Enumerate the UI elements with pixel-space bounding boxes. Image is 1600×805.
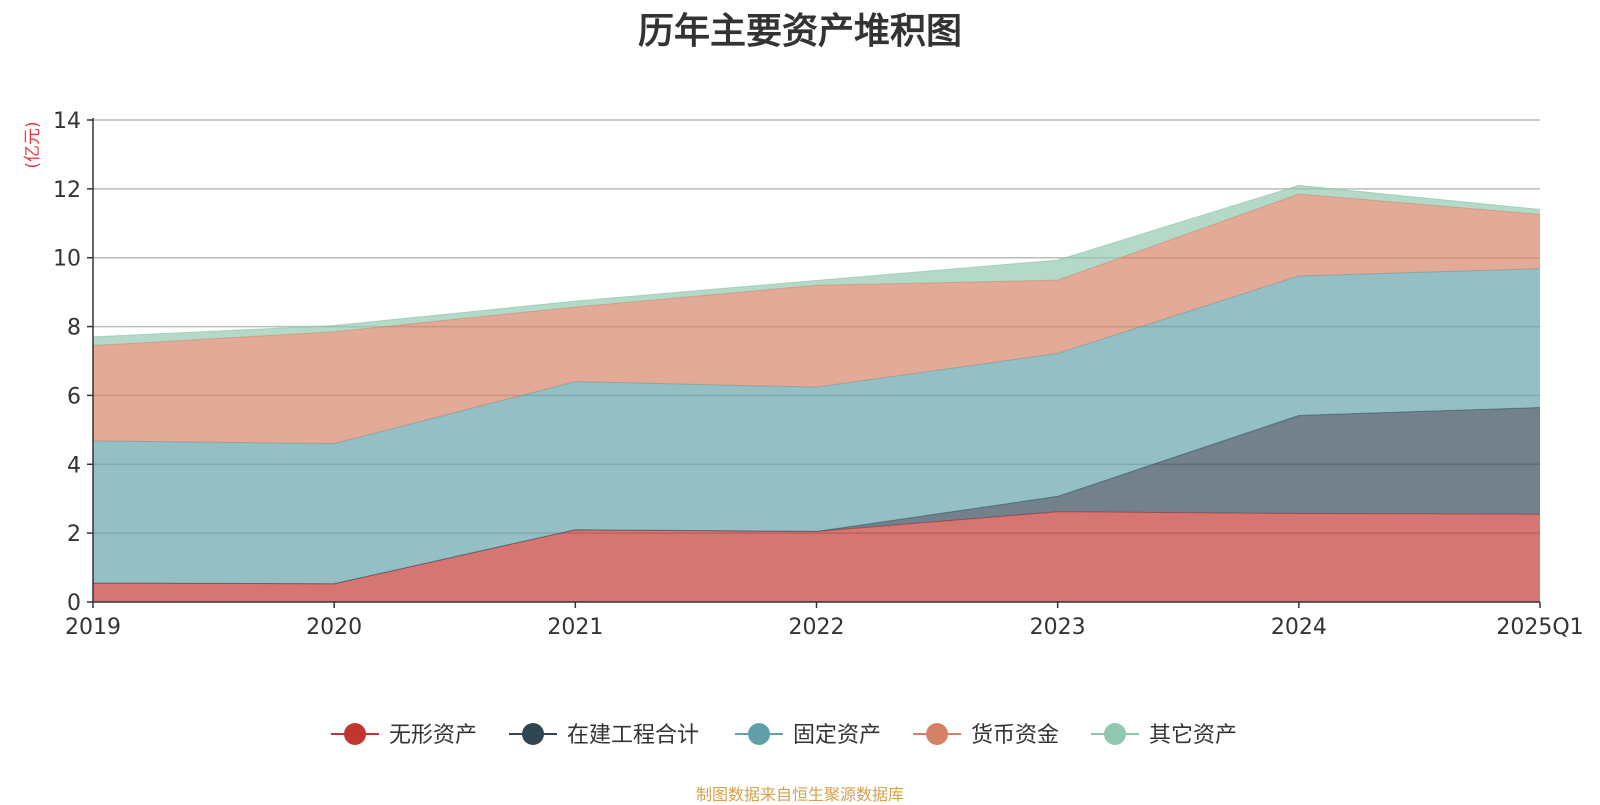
source-note: 制图数据来自恒生聚源数据库 bbox=[695, 785, 904, 804]
y-axis-unit-label: (亿元) bbox=[23, 121, 43, 168]
y-tick-label: 4 bbox=[67, 453, 81, 478]
y-tick-label: 8 bbox=[67, 316, 81, 341]
x-tick-label: 2025Q1 bbox=[1496, 615, 1583, 640]
legend-item-2[interactable]: 固定资产 bbox=[735, 723, 881, 748]
legend-item-3[interactable]: 货币资金 bbox=[913, 723, 1059, 748]
legend-label: 在建工程合计 bbox=[567, 723, 699, 748]
x-tick-label: 2020 bbox=[306, 615, 362, 640]
y-tick-label: 0 bbox=[67, 591, 81, 616]
y-tick-label: 2 bbox=[67, 522, 81, 547]
area-series bbox=[92, 184, 1541, 602]
x-tick-label: 2022 bbox=[789, 615, 845, 640]
y-tick-label: 12 bbox=[53, 178, 81, 203]
series-line-4 bbox=[92, 184, 1541, 338]
legend-marker bbox=[344, 723, 366, 745]
legend: 无形资产 在建工程合计 固定资产 货币资金 其它资产 bbox=[331, 723, 1237, 748]
area-series-0 bbox=[93, 511, 1540, 602]
area-series-2 bbox=[93, 268, 1540, 584]
legend-marker bbox=[748, 723, 770, 745]
area-series-4 bbox=[93, 185, 1540, 346]
area-series-3 bbox=[93, 194, 1540, 444]
chart-title: 历年主要资产堆积图 bbox=[637, 11, 962, 52]
y-tick-label: 10 bbox=[53, 247, 81, 272]
legend-item-0[interactable]: 无形资产 bbox=[331, 723, 477, 748]
y-tick-label: 14 bbox=[53, 109, 81, 134]
x-tick-label: 2024 bbox=[1271, 615, 1327, 640]
legend-label: 固定资产 bbox=[793, 723, 881, 748]
legend-label: 货币资金 bbox=[971, 723, 1059, 748]
y-tick-label: 6 bbox=[67, 384, 81, 409]
legend-marker bbox=[1104, 723, 1126, 745]
x-tick-label: 2021 bbox=[547, 615, 603, 640]
x-tick-label: 2019 bbox=[65, 615, 121, 640]
area-series-1 bbox=[93, 407, 1540, 584]
legend-label: 无形资产 bbox=[389, 723, 477, 748]
legend-marker bbox=[926, 723, 948, 745]
legend-label: 其它资产 bbox=[1149, 723, 1237, 748]
axes: 0 2 4 6 8 10 12 14 2019 2020 2021 2022 2023 2024 2025Q… bbox=[23, 109, 1584, 640]
legend-marker bbox=[522, 723, 544, 745]
legend-item-4[interactable]: 其它资产 bbox=[1091, 723, 1237, 748]
x-tick-label: 2023 bbox=[1030, 615, 1086, 640]
legend-item-1[interactable]: 在建工程合计 bbox=[509, 723, 699, 748]
